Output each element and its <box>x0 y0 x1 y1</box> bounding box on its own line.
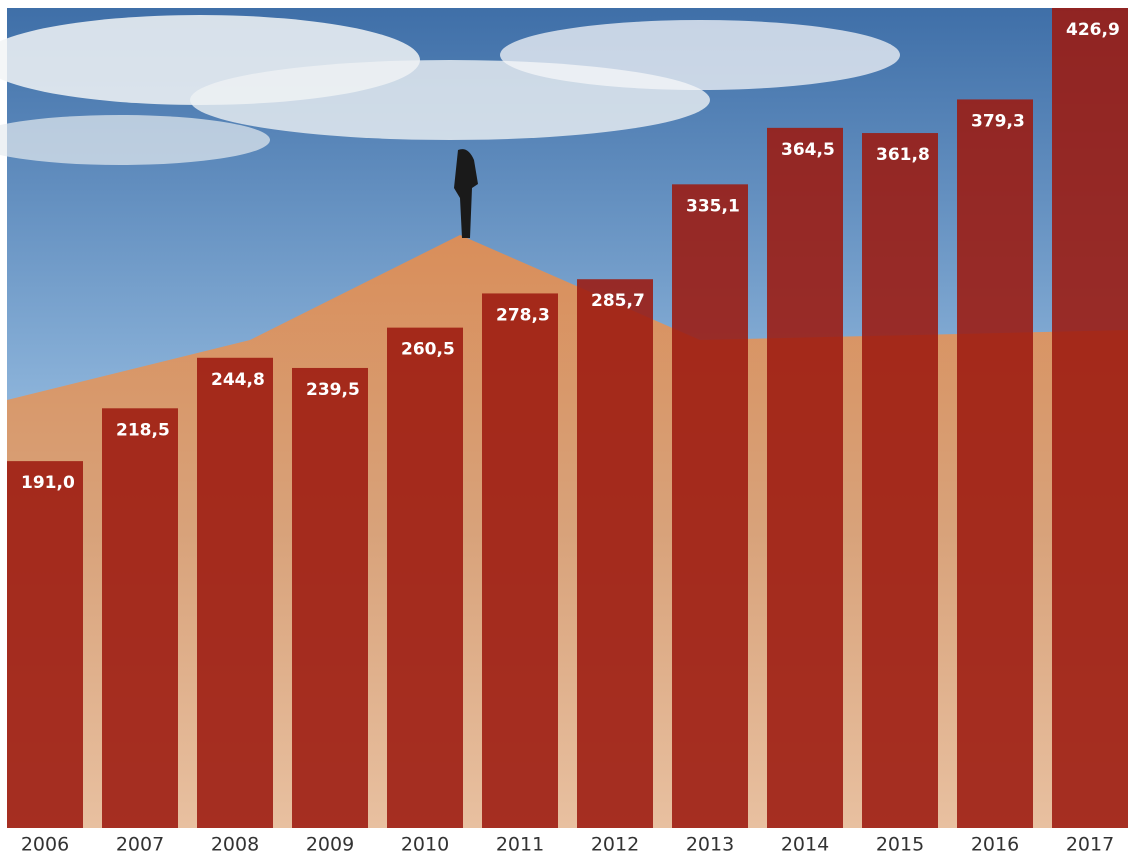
x-tick-label: 2009 <box>306 834 354 856</box>
value-label: 285,7 <box>591 291 645 311</box>
x-tick-label: 2008 <box>211 834 259 856</box>
value-label: 278,3 <box>496 305 550 325</box>
bar <box>197 358 273 828</box>
x-tick-label: 2013 <box>686 834 734 856</box>
value-label: 335,1 <box>686 196 740 216</box>
value-label: 426,9 <box>1066 20 1120 40</box>
x-tick-label: 2006 <box>21 834 69 856</box>
bar <box>482 293 558 828</box>
x-tick-label: 2015 <box>876 834 924 856</box>
bar <box>577 279 653 828</box>
value-label: 191,0 <box>21 473 75 493</box>
x-tick-label: 2012 <box>591 834 639 856</box>
value-label: 364,5 <box>781 140 835 160</box>
value-label: 239,5 <box>306 380 360 400</box>
x-tick-label: 2007 <box>116 834 164 856</box>
bar <box>767 128 843 828</box>
chart: 191,0 2006 218,5 2007 244,8 2008 239,5 2009 260,… <box>0 0 1128 860</box>
x-tick-label: 2010 <box>401 834 449 856</box>
value-label: 260,5 <box>401 340 455 360</box>
value-label: 244,8 <box>211 370 265 390</box>
x-tick-label: 2016 <box>971 834 1019 856</box>
bar <box>102 408 178 828</box>
bar <box>957 99 1033 828</box>
x-tick-label: 2017 <box>1066 834 1114 856</box>
x-tick-label: 2011 <box>496 834 544 856</box>
bar <box>292 368 368 828</box>
x-tick-label: 2014 <box>781 834 829 856</box>
bar <box>1052 8 1128 828</box>
bar <box>862 133 938 828</box>
bar <box>7 461 83 828</box>
value-label: 218,5 <box>116 420 170 440</box>
value-label: 361,8 <box>876 145 930 165</box>
value-label: 379,3 <box>971 111 1025 131</box>
bar <box>387 328 463 828</box>
bar <box>672 184 748 828</box>
